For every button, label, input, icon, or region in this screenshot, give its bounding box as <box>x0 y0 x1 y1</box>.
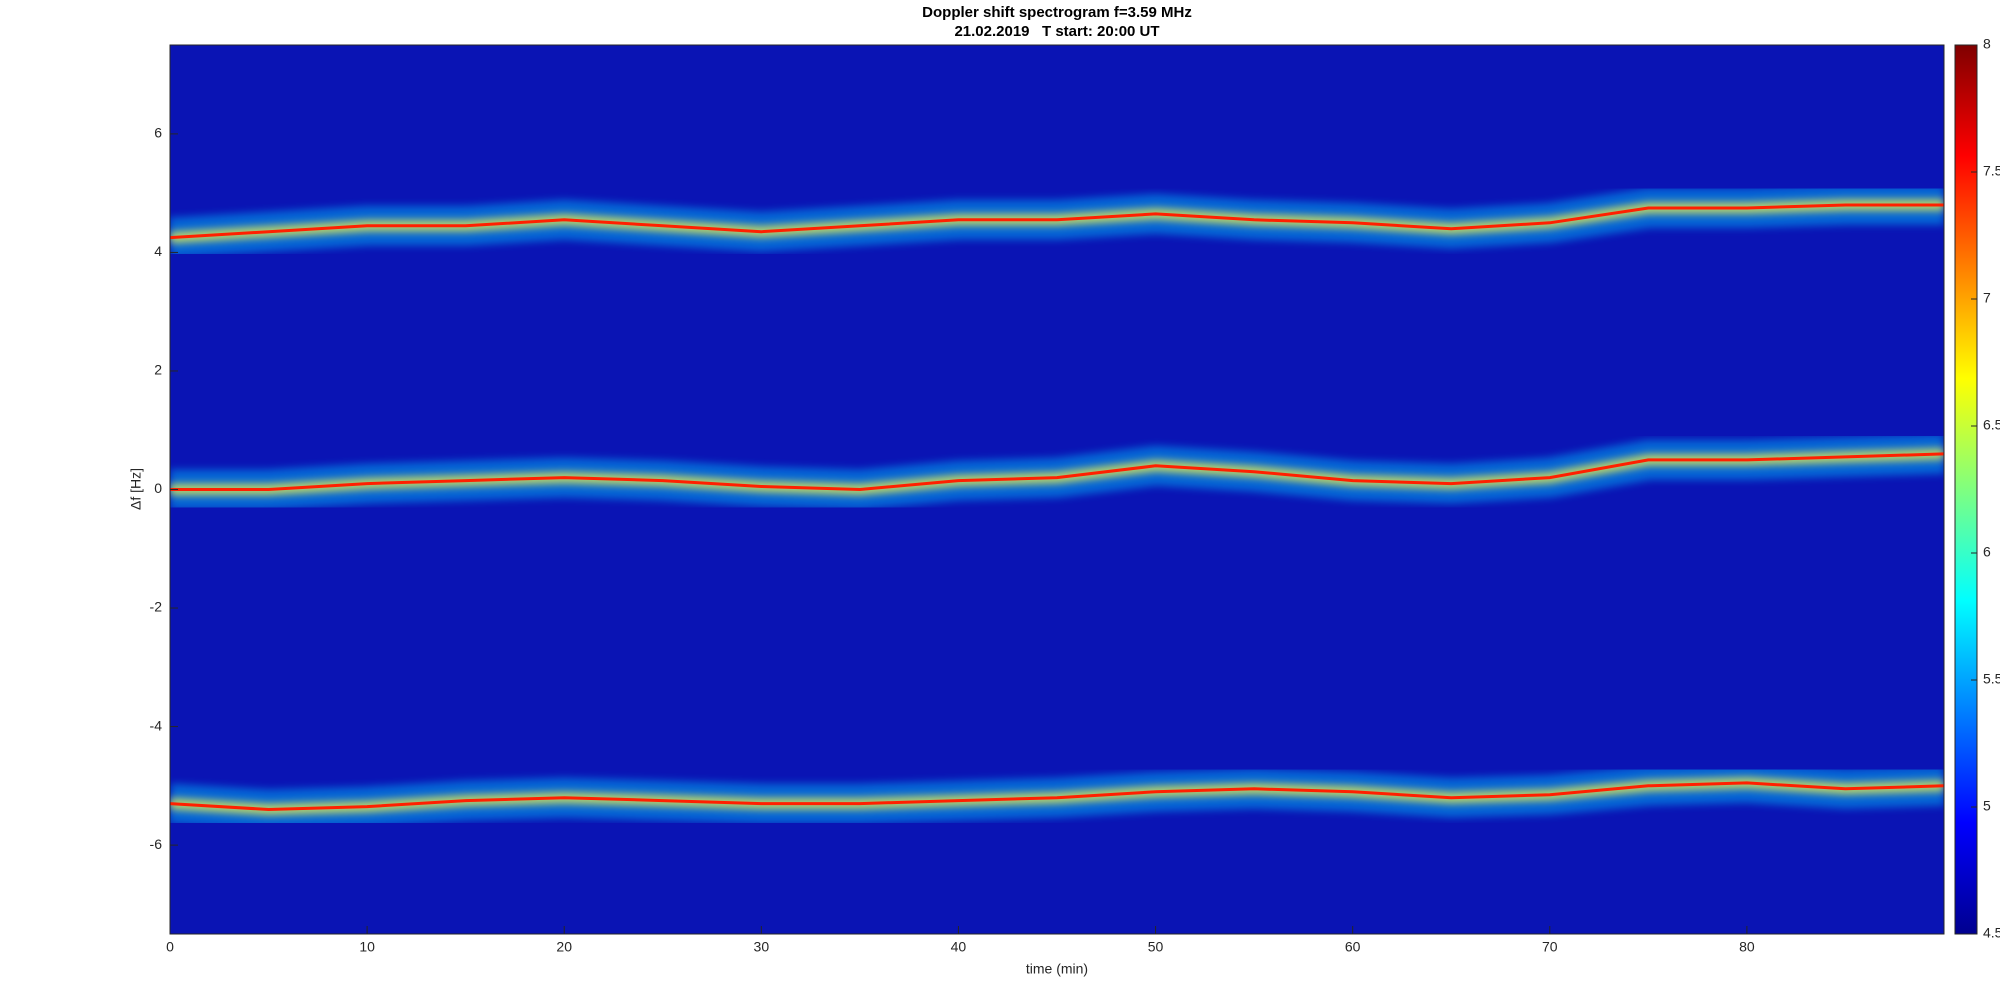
x-tick-label: 30 <box>754 939 770 955</box>
colorbar-tick-label: 4.5 <box>1983 925 2000 941</box>
x-tick-label: 20 <box>556 939 572 955</box>
x-axis-label: time (min) <box>1026 961 1088 977</box>
colorbar-tick-label: 5 <box>1983 798 1991 814</box>
x-tick-label: 50 <box>1148 939 1164 955</box>
y-axis-label: Δf [Hz] <box>128 468 144 510</box>
y-tick-label: 2 <box>154 362 162 378</box>
colorbar-tick-label: 7.5 <box>1983 163 2000 179</box>
x-tick-label: 60 <box>1345 939 1361 955</box>
colorbar-tick-label: 5.5 <box>1983 671 2000 687</box>
band-trace <box>170 452 1944 492</box>
y-tick-label: -2 <box>150 599 163 615</box>
y-tick-label: 0 <box>154 480 162 496</box>
x-tick-label: 70 <box>1542 939 1558 955</box>
x-tick-label: 80 <box>1739 939 1755 955</box>
chart-title: Doppler shift spectrogram f=3.59 MHz <box>922 4 1192 21</box>
colorbar-tick-label: 6.5 <box>1983 417 2000 433</box>
y-tick-label: -4 <box>150 717 163 733</box>
colorbar <box>1954 44 1978 935</box>
colorbar-tick-label: 6 <box>1983 544 1991 560</box>
x-tick-label: 40 <box>951 939 967 955</box>
colorbar-tick-label: 8 <box>1983 36 1991 52</box>
chart-subtitle: 21.02.2019 T start: 20:00 UT <box>954 23 1159 40</box>
band-trace <box>170 781 1944 812</box>
x-tick-label: 0 <box>166 939 174 955</box>
band-trace <box>170 203 1944 240</box>
y-tick-label: 6 <box>154 125 162 141</box>
y-tick-label: -6 <box>150 836 163 852</box>
y-tick-label: 4 <box>154 243 162 259</box>
plot-area <box>170 45 1944 934</box>
x-tick-label: 10 <box>359 939 375 955</box>
colorbar-tick-label: 7 <box>1983 290 1991 306</box>
